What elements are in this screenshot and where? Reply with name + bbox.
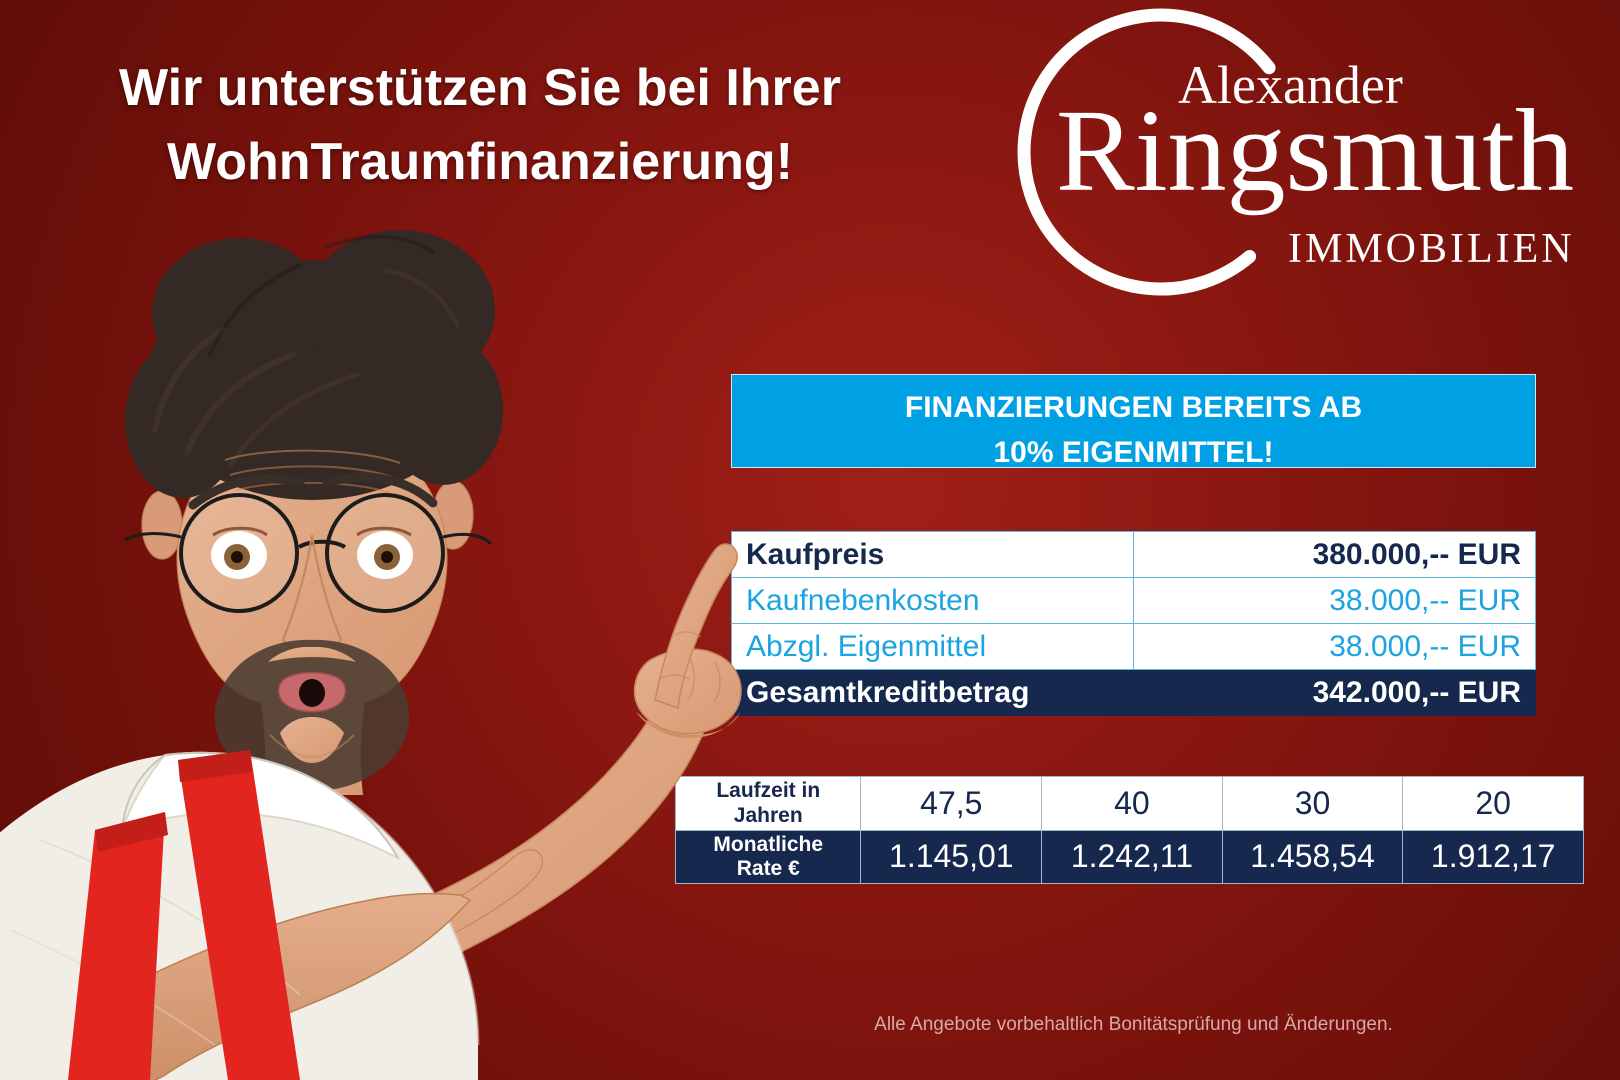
- svg-text:IMMOBILIEN: IMMOBILIEN: [1288, 226, 1575, 272]
- svg-text:Ringsmuth: Ringsmuth: [1056, 85, 1574, 216]
